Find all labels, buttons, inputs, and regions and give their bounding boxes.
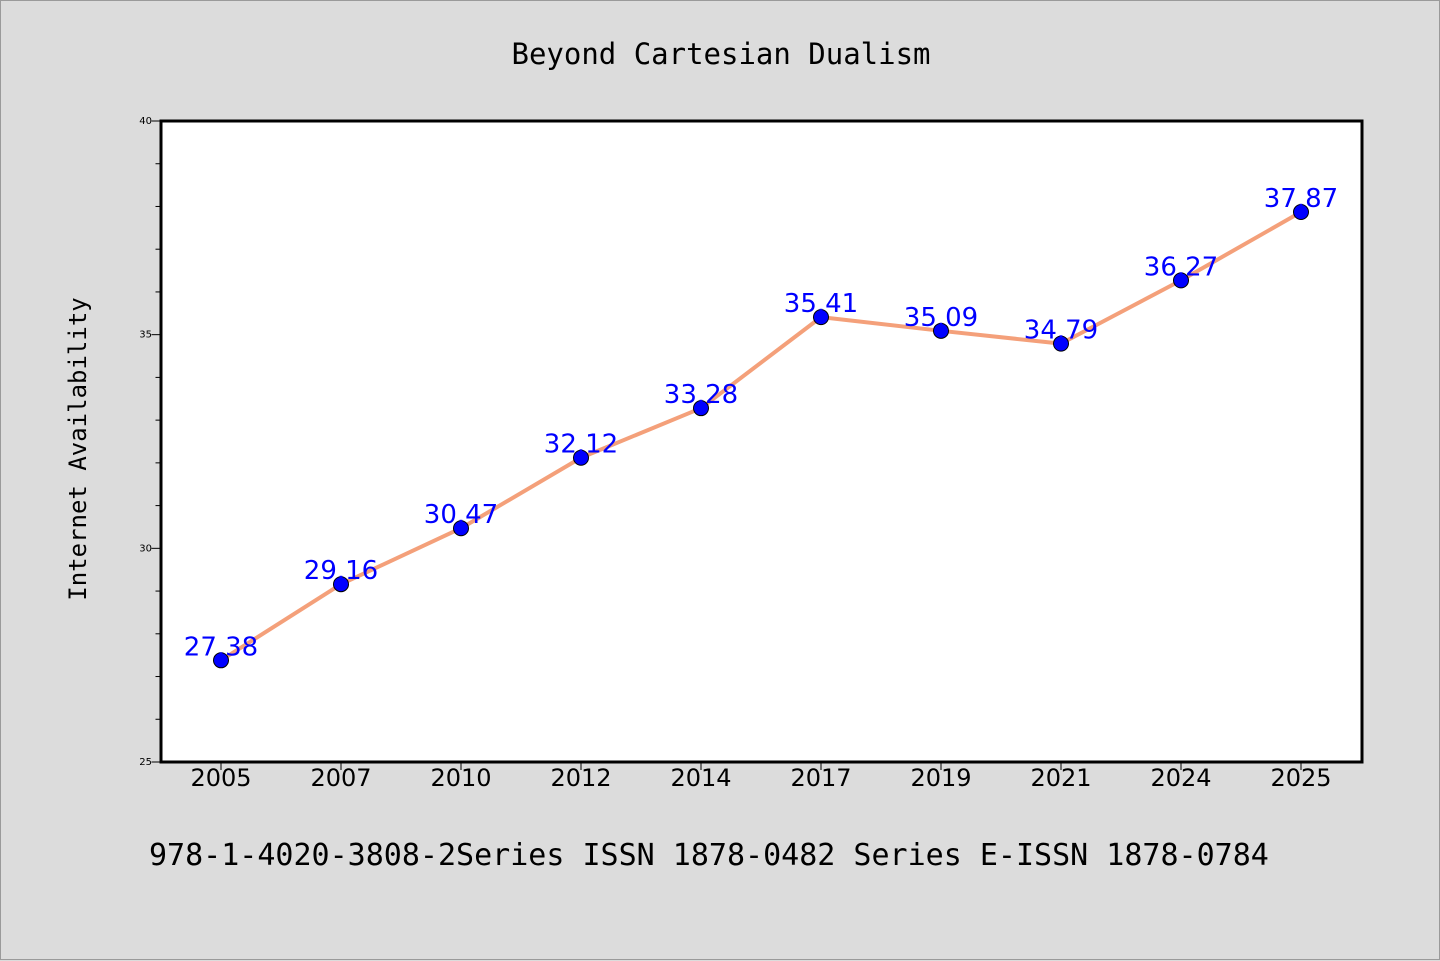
data-label: 37.87 [1264, 184, 1338, 214]
x-axis: 2005 2007 2010 2012 2014 2017 2019 2021 2024 2025 [190, 763, 1332, 792]
data-label: 36.27 [1144, 252, 1218, 282]
data-label: 32.12 [544, 430, 618, 460]
x-tick-label: 2007 [310, 764, 371, 792]
x-tick-label: 2010 [430, 764, 491, 792]
series-line [219, 210, 1303, 663]
data-label: 27.38 [184, 632, 258, 662]
x-tick-label: 2024 [1150, 764, 1211, 792]
data-labels: 27.38 29.16 30.47 32.12 33.28 35.41 35.09 34.79… [184, 184, 1338, 662]
data-point [213, 652, 229, 669]
y-tick-label: 40 [139, 116, 152, 127]
data-point [1173, 272, 1189, 289]
data-label: 35.41 [784, 289, 858, 319]
data-point [1293, 204, 1309, 221]
data-point [813, 309, 829, 326]
x-tick-label: 2021 [1030, 764, 1091, 792]
data-point [1053, 335, 1069, 352]
x-tick-label: 2025 [1270, 764, 1331, 792]
y-axis: 25 30 35 40 [139, 116, 160, 768]
y-axis-label: Internet Availability [64, 297, 92, 600]
data-label: 29.16 [304, 556, 378, 586]
data-label: 30.47 [424, 500, 498, 530]
y-tick-label: 25 [139, 757, 152, 768]
chart-title: Beyond Cartesian Dualism [511, 37, 930, 71]
data-point [693, 400, 709, 417]
y-tick-label: 35 [139, 330, 152, 341]
data-label: 35.09 [904, 303, 978, 333]
data-point [333, 576, 349, 593]
data-point [453, 520, 469, 537]
plot-area [159, 119, 1364, 764]
series [213, 204, 1309, 669]
data-point [573, 449, 589, 466]
x-tick-label: 2019 [910, 764, 971, 792]
footer-text: 978-1-4020-3808-2Series ISSN 1878-0482 S… [149, 838, 1269, 873]
x-tick-label: 2017 [790, 764, 851, 792]
x-tick-label: 2005 [190, 764, 251, 792]
x-tick-label: 2012 [550, 764, 611, 792]
x-tick-label: 2014 [670, 764, 731, 792]
y-tick-label: 30 [139, 543, 152, 554]
data-label: 34.79 [1024, 316, 1098, 346]
data-label: 33.28 [664, 380, 738, 410]
data-point [933, 322, 949, 339]
